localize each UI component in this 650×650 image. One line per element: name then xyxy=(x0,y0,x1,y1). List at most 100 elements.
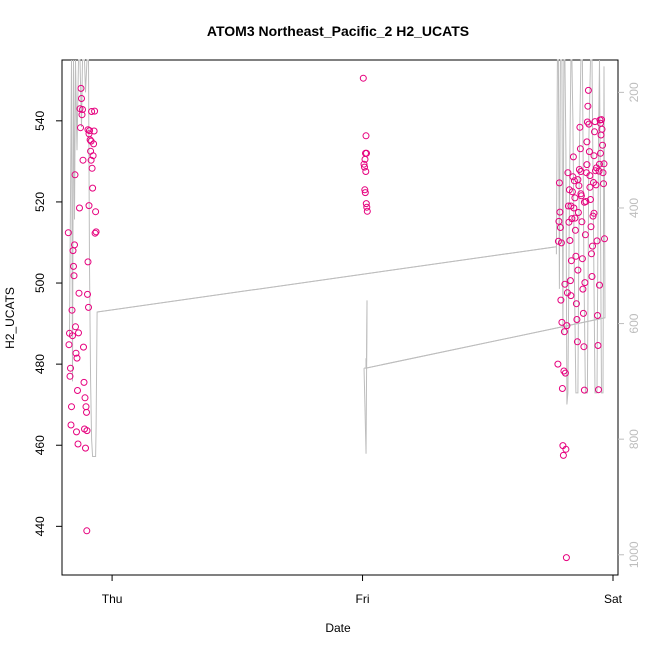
data-point xyxy=(569,153,577,161)
data-point xyxy=(83,408,90,416)
data-point xyxy=(599,141,606,149)
data-point xyxy=(578,218,586,226)
y-tick-label: 460 xyxy=(33,435,47,455)
data-point xyxy=(571,214,579,222)
data-point xyxy=(69,332,76,340)
data-point xyxy=(566,237,574,244)
data-point xyxy=(83,427,91,435)
data-point xyxy=(590,209,598,217)
h2-ucats-points xyxy=(64,74,608,562)
data-point xyxy=(579,309,587,317)
data-point xyxy=(580,343,588,351)
data-point xyxy=(74,387,81,394)
data-point xyxy=(568,188,576,196)
data-point xyxy=(561,369,569,377)
data-point xyxy=(567,202,575,210)
data-point xyxy=(557,239,565,247)
data-point xyxy=(89,184,97,192)
data-point xyxy=(70,272,78,280)
data-point xyxy=(563,322,571,330)
data-point xyxy=(574,176,582,184)
data-point xyxy=(82,403,90,411)
data-point xyxy=(597,149,604,157)
data-point xyxy=(589,242,596,250)
data-point xyxy=(77,84,85,92)
data-point xyxy=(572,252,580,260)
data-point xyxy=(82,444,89,452)
data-point xyxy=(78,95,85,102)
data-point xyxy=(79,156,87,164)
data-point xyxy=(595,386,602,394)
y2-tick-label: 600 xyxy=(627,313,641,333)
data-point xyxy=(67,364,74,372)
data-point xyxy=(556,208,564,216)
data-point xyxy=(362,132,370,140)
data-point xyxy=(583,161,591,169)
data-point xyxy=(562,445,570,453)
data-point xyxy=(85,202,93,210)
data-point xyxy=(593,237,601,245)
data-point xyxy=(362,200,370,208)
data-point xyxy=(562,554,570,562)
data-point xyxy=(560,328,568,336)
data-point xyxy=(558,385,566,392)
data-point xyxy=(87,137,95,145)
data-point xyxy=(567,257,575,265)
data-point xyxy=(587,196,594,203)
altitude-connector-line xyxy=(96,246,557,313)
data-point xyxy=(361,163,368,171)
data-point xyxy=(574,266,582,274)
x-axis-label: Date xyxy=(325,621,351,635)
data-point xyxy=(581,231,589,239)
data-point xyxy=(75,289,83,297)
data-point xyxy=(91,107,99,115)
data-point xyxy=(595,167,603,175)
data-point xyxy=(575,166,583,173)
x-tick-label: Thu xyxy=(102,592,123,606)
data-point xyxy=(74,440,82,448)
data-point xyxy=(600,160,608,168)
data-point xyxy=(600,180,607,188)
data-point xyxy=(71,171,79,179)
data-point xyxy=(577,190,585,198)
y2-axis: 200 400 600 800 1000 xyxy=(618,82,641,568)
data-point xyxy=(84,290,91,298)
y-tick-label: 480 xyxy=(33,354,47,374)
data-point xyxy=(583,138,591,146)
data-point xyxy=(594,312,601,319)
data-point xyxy=(584,86,592,94)
data-point xyxy=(359,74,367,82)
data-point xyxy=(583,118,591,126)
data-point xyxy=(559,451,567,459)
data-point xyxy=(85,130,93,138)
data-point xyxy=(363,149,370,157)
data-point xyxy=(73,354,81,362)
data-point xyxy=(65,341,73,349)
data-point xyxy=(554,360,562,368)
data-point xyxy=(66,372,74,380)
data-point xyxy=(580,198,588,206)
data-point xyxy=(89,152,97,160)
data-point xyxy=(568,215,576,223)
y-tick-label: 540 xyxy=(33,110,47,130)
altitude-series-line xyxy=(69,59,606,457)
data-point xyxy=(64,229,72,237)
altitude-connector-line xyxy=(365,300,368,454)
data-point xyxy=(555,179,563,187)
data-point xyxy=(598,116,605,124)
data-point xyxy=(87,156,95,164)
data-point xyxy=(601,235,608,243)
data-point xyxy=(591,128,598,136)
data-point xyxy=(73,428,80,436)
data-point xyxy=(363,203,371,211)
altitude-line xyxy=(69,59,606,457)
y2-tick-label: 400 xyxy=(627,198,641,218)
data-point xyxy=(67,421,75,429)
y2-tick-label: 200 xyxy=(627,82,641,102)
x-tick-label: Fri xyxy=(356,592,370,606)
data-point xyxy=(588,250,595,258)
data-point xyxy=(362,168,370,175)
data-point xyxy=(571,194,579,202)
data-point xyxy=(576,145,584,153)
